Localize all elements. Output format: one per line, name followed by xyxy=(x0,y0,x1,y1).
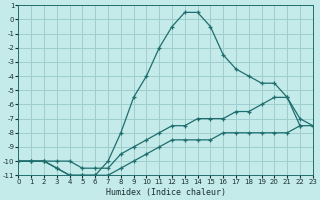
X-axis label: Humidex (Indice chaleur): Humidex (Indice chaleur) xyxy=(106,188,226,197)
